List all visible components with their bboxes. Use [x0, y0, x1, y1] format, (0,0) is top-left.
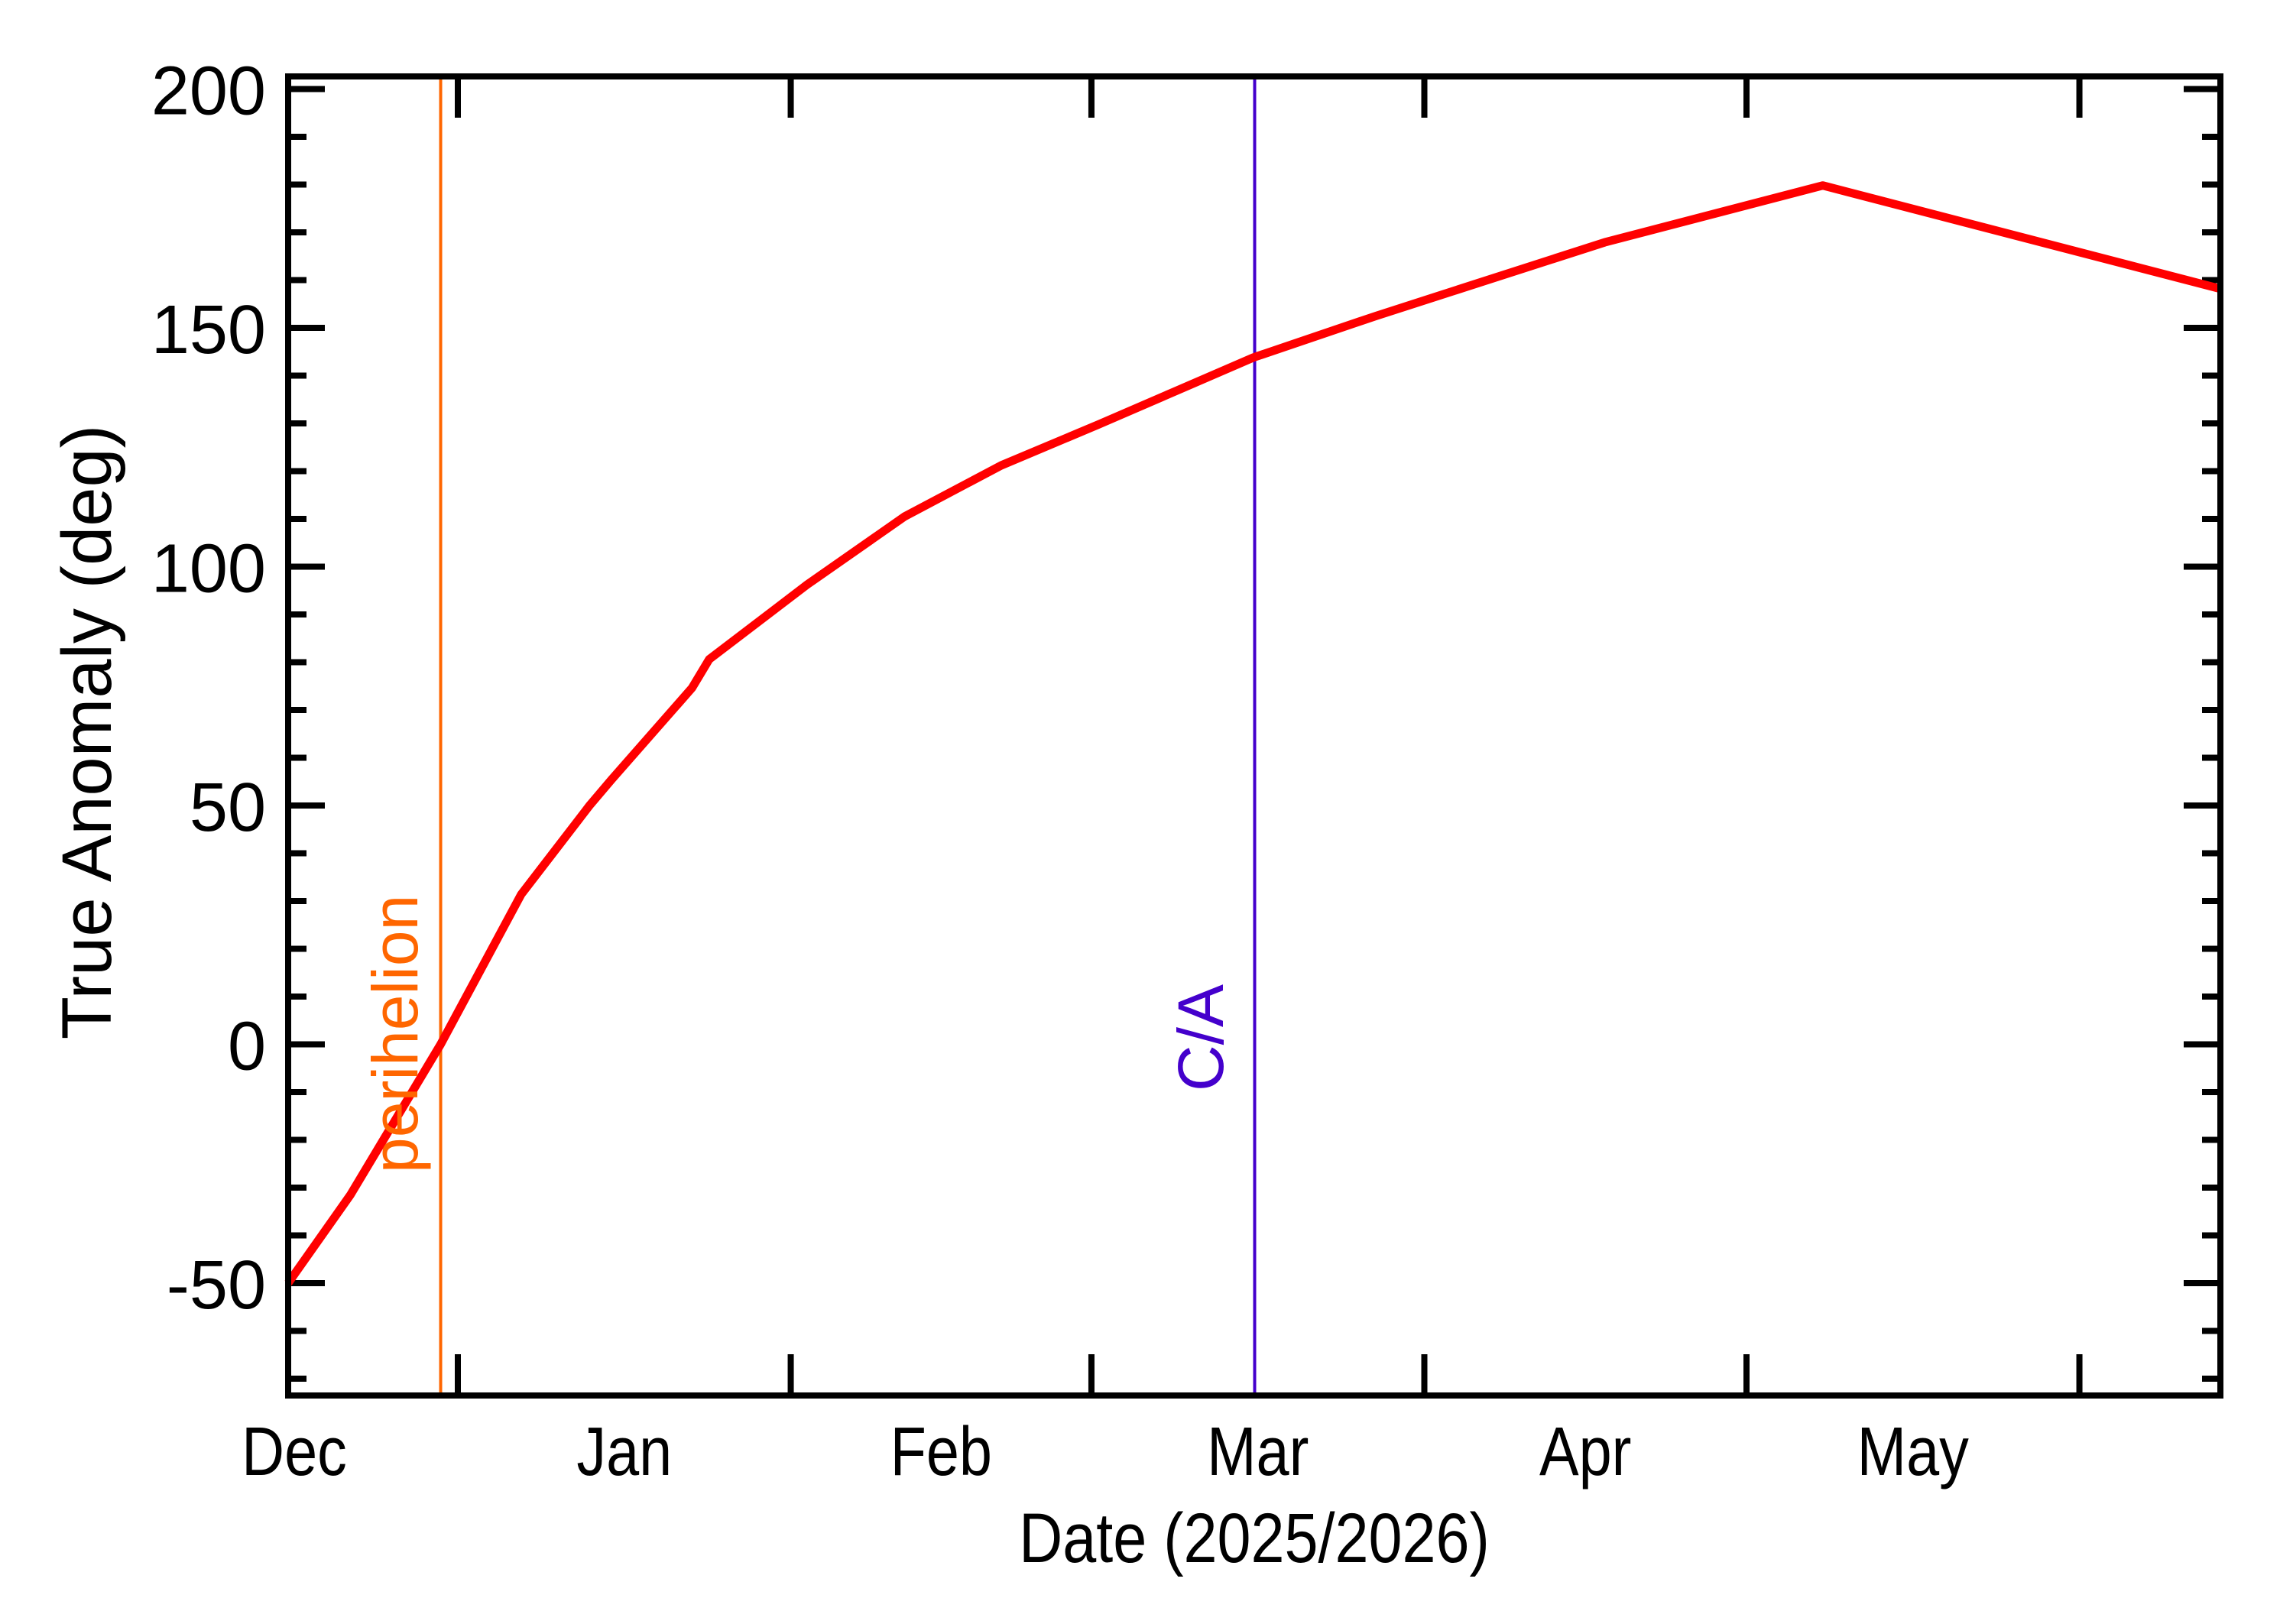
y-tick-label: 0: [228, 1009, 266, 1085]
perihelion-label: perihelion: [359, 895, 431, 1173]
y-tick-label: 50: [190, 770, 266, 846]
x-tick-labels: Dec Jan Feb Mar Apr May: [242, 1413, 1969, 1490]
x-tick-label-jan: Jan: [576, 1413, 672, 1490]
y-tick-label: 100: [151, 531, 266, 608]
x-tick-label-may: May: [1857, 1413, 1969, 1490]
y-axis-title: True Anomaly (deg): [48, 425, 126, 1040]
y-tick-label: -50: [167, 1247, 266, 1324]
x-tick-label-mar: Mar: [1207, 1413, 1309, 1490]
x-tick-label-dec: Dec: [242, 1413, 347, 1490]
x-ticks: [455, 76, 2083, 1395]
plot-frame: [285, 73, 2223, 1399]
y-tick-label: 200: [151, 53, 266, 130]
x-tick-label-feb: Feb: [890, 1413, 992, 1490]
y-tick-labels: -50 0 50 100 150 200: [151, 53, 266, 1324]
y-tick-label: 150: [151, 292, 266, 368]
y-major-ticks: [288, 86, 2220, 1286]
true-anomaly-curve: [284, 181, 2221, 1286]
ca-label: C/A: [1165, 984, 1237, 1091]
x-tick-label-apr: Apr: [1539, 1413, 1631, 1490]
x-axis-title: Date (2025/2026): [1019, 1499, 1490, 1577]
annotation-lines: [439, 76, 1257, 1395]
